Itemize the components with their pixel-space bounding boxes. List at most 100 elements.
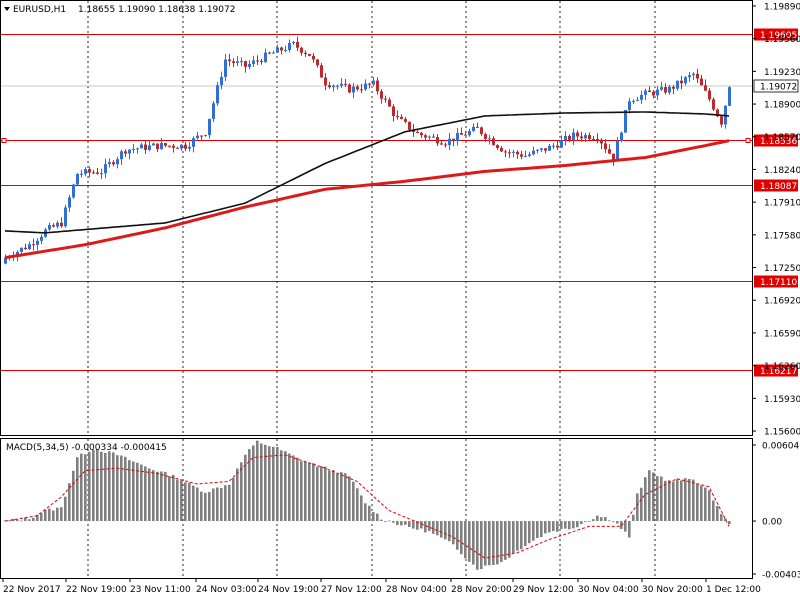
macd-histogram-bar	[616, 521, 619, 524]
candle	[684, 75, 687, 86]
candle-body	[220, 76, 223, 86]
candle-body	[60, 222, 63, 227]
candle-body	[608, 149, 611, 154]
macd-histogram-bar	[656, 476, 659, 522]
candle	[392, 104, 395, 122]
macd-histogram-bar	[596, 515, 599, 522]
candle	[368, 82, 371, 89]
macd-histogram-bar	[308, 462, 311, 522]
macd-histogram-bar	[508, 521, 511, 558]
candle	[208, 118, 211, 139]
candle	[556, 141, 559, 151]
macd-histogram-bar	[132, 461, 135, 522]
candle	[508, 149, 511, 159]
symbol-dropdown-icon[interactable]	[4, 7, 10, 11]
candle	[384, 95, 387, 103]
candle-body	[548, 145, 551, 151]
macd-histogram-bar	[420, 521, 423, 529]
macd-histogram-bar	[40, 513, 43, 522]
candle-body	[160, 143, 163, 149]
candle	[600, 138, 603, 150]
candle-body	[376, 80, 379, 92]
candle	[660, 81, 663, 91]
candle-body	[88, 169, 91, 173]
candle	[576, 130, 579, 142]
candle	[728, 86, 731, 107]
macd-histogram-bar	[636, 493, 639, 522]
candle	[544, 148, 547, 154]
macd-histogram-bar	[36, 514, 39, 522]
candle-body	[296, 41, 299, 48]
candle-body	[64, 207, 67, 227]
level-tag-bg	[754, 364, 798, 377]
candle	[72, 183, 75, 199]
candle	[92, 169, 95, 175]
candle	[112, 160, 115, 167]
candle-body	[696, 73, 699, 79]
macd-histogram-bar	[396, 521, 399, 526]
price-axis[interactable]: 1.19890 1.19560 1.19230 1.18900 1.18570 1.182…	[752, 2, 800, 581]
candle-body	[712, 99, 715, 110]
time-tick-label: 30 Nov 04:00	[578, 585, 639, 595]
macd-histogram-bar	[232, 477, 235, 522]
candle	[340, 78, 343, 89]
candle-body	[28, 244, 31, 249]
macd-histogram-bar	[404, 521, 407, 525]
macd-histogram-bar	[96, 449, 99, 522]
candle-body	[632, 100, 635, 102]
time-axis[interactable]: 22 Nov 2017 22 Nov 19:00 23 Nov 11:00 24 No…	[2, 578, 761, 595]
candle-body	[416, 132, 419, 134]
candle-body	[240, 61, 243, 63]
candle	[260, 58, 263, 65]
candle	[60, 217, 63, 228]
candle-body	[356, 86, 359, 90]
candle	[280, 46, 283, 55]
candle-body	[436, 137, 439, 144]
candle-body	[524, 155, 527, 157]
candle	[316, 58, 319, 68]
candle-body	[396, 115, 399, 117]
candle	[396, 110, 399, 120]
candle-body	[464, 134, 467, 136]
macd-histogram-bar	[8, 520, 11, 522]
macd-histogram-bar	[312, 463, 315, 522]
candle	[476, 122, 479, 128]
candle-body	[172, 145, 175, 148]
candle	[176, 146, 179, 149]
candle-body	[620, 132, 623, 141]
candle	[308, 53, 311, 57]
macd-histogram-bar	[424, 521, 427, 533]
candle-body	[704, 85, 707, 91]
macd-histogram-bar	[520, 521, 523, 550]
macd-histogram-bar	[480, 521, 483, 570]
candle	[696, 68, 699, 83]
candle	[656, 86, 659, 100]
macd-histogram-bar	[316, 466, 319, 522]
candle	[652, 90, 655, 99]
macd-histogram-bar	[728, 521, 731, 525]
macd-histogram-bar	[484, 521, 487, 566]
macd-histogram-bar	[364, 503, 367, 522]
candle-body	[644, 90, 647, 95]
macd-histogram-bar	[292, 455, 295, 522]
macd-histogram-bar	[592, 519, 595, 522]
macd-histogram-bar	[412, 521, 415, 529]
macd-histogram-bar	[68, 483, 71, 522]
candle	[52, 223, 55, 228]
macd-histogram-bar	[224, 485, 227, 522]
macd-histogram-bar	[12, 518, 15, 522]
macd-histogram-bar	[496, 521, 499, 565]
candle	[552, 143, 555, 150]
candle-body	[528, 154, 531, 156]
candle	[624, 109, 627, 133]
macd-histogram-bar	[140, 464, 143, 522]
macd-histogram-bar	[208, 491, 211, 522]
level-tag-label: 1.16217	[760, 367, 797, 377]
ohlc-readout: 1.18655 1.19090 1.18638 1.19072	[78, 5, 235, 15]
candle	[644, 88, 647, 101]
macd-histogram-bar	[200, 491, 203, 522]
candle	[124, 149, 127, 158]
candle	[708, 87, 711, 102]
